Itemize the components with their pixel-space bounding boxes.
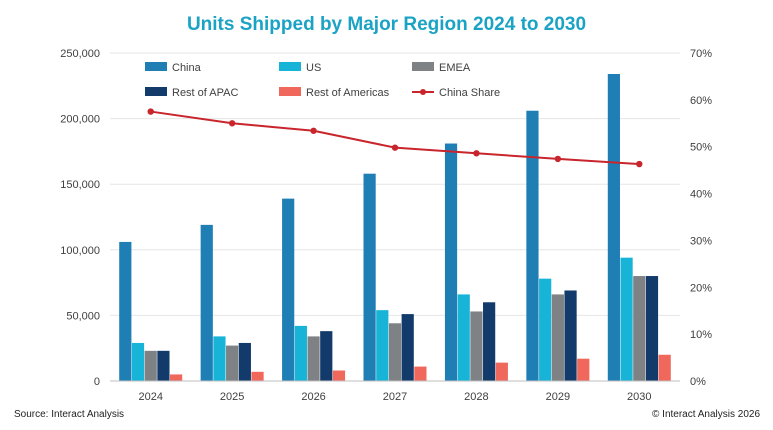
- copyright-note: © Interact Analysis 2026: [652, 409, 760, 420]
- bar-rest-of-apac: [238, 342, 251, 381]
- bar-rest-of-apac: [645, 276, 659, 381]
- bar-china: [607, 73, 620, 381]
- y-left-tick-label: 250,000: [60, 48, 100, 60]
- line-point: [391, 144, 399, 151]
- y-right-tick-label: 20%: [690, 282, 712, 294]
- china-share-line: [147, 108, 643, 168]
- legend-marker-rest-of-americas: [279, 87, 301, 96]
- legend-label-china: China: [172, 62, 202, 74]
- chart-title: Units Shipped by Major Region 2024 to 20…: [187, 14, 586, 35]
- bar-china: [444, 143, 458, 381]
- bar-rest-of-americas: [658, 354, 671, 381]
- line-point: [473, 150, 480, 157]
- bar-emea: [388, 323, 402, 381]
- bar-us: [457, 294, 470, 381]
- bar-us: [131, 342, 145, 381]
- line-point: [310, 127, 317, 134]
- bar-rest-of-americas: [414, 366, 427, 381]
- line-china-share: [150, 110, 640, 166]
- y-right-tick-label: 10%: [690, 329, 712, 341]
- x-tick-label: 2025: [220, 391, 244, 403]
- y-right-tick-label: 30%: [690, 235, 712, 247]
- legend-label-emea: EMEA: [439, 62, 471, 74]
- legend-label-us: US: [306, 62, 321, 74]
- y-left-tick-label: 50,000: [66, 310, 100, 322]
- x-tick-label: 2028: [464, 391, 488, 403]
- bar-emea: [470, 311, 483, 381]
- y-left-tick-label: 100,000: [60, 245, 100, 257]
- bar-rest-of-apac: [320, 331, 333, 381]
- legend-label-china-share: China Share: [439, 87, 500, 99]
- line-point: [636, 160, 643, 168]
- legend-marker-china: [145, 62, 167, 71]
- bar-us: [294, 325, 307, 381]
- bar-rest-of-apac: [483, 302, 496, 381]
- bars: [119, 73, 671, 381]
- bar-china: [282, 198, 295, 381]
- y-left-tick-label: 200,000: [60, 114, 100, 126]
- line-point: [228, 120, 236, 127]
- legend-label-rest-of-americas: Rest of Americas: [306, 87, 390, 99]
- bar-rest-of-apac: [157, 350, 170, 381]
- x-tick-label: 2024: [138, 391, 162, 403]
- x-tick-label: 2026: [301, 391, 325, 403]
- bar-rest-of-americas: [170, 374, 183, 381]
- axes: 0 50,000 100,000 150,000 200,000 250,000 0% 10%…: [60, 48, 712, 403]
- legend-label-rest-of-apac: Rest of APAC: [172, 87, 238, 99]
- bar-rest-of-apac: [564, 290, 577, 381]
- line-point: [554, 155, 562, 163]
- y-right-tick-label: 70%: [690, 48, 712, 60]
- legend-marker-point: [420, 89, 426, 95]
- source-note: Source: Interact Analysis: [14, 409, 124, 420]
- bar-china: [200, 224, 213, 381]
- bar-emea: [551, 294, 564, 381]
- bar-china: [363, 173, 376, 381]
- bar-rest-of-americas: [251, 371, 264, 381]
- bar-us: [213, 336, 226, 381]
- legend-marker-rest-of-apac: [145, 87, 167, 96]
- bar-rest-of-apac: [401, 314, 414, 381]
- bar-us: [539, 278, 552, 381]
- bar-china: [526, 110, 539, 381]
- x-tick-label: 2027: [383, 391, 407, 403]
- bar-rest-of-americas: [577, 358, 590, 381]
- bar-rest-of-americas: [495, 362, 508, 381]
- line-point: [147, 108, 154, 115]
- bar-emea: [633, 276, 646, 381]
- bar-us: [620, 257, 633, 381]
- y-right-tick-label: 0%: [690, 376, 706, 388]
- y-right-tick-label: 40%: [690, 189, 712, 201]
- legend-marker-us: [279, 62, 301, 71]
- bar-emea: [226, 345, 239, 381]
- legend-marker-emea: [412, 62, 434, 71]
- bar-emea: [144, 350, 157, 381]
- bar-china: [119, 241, 132, 381]
- bar-rest-of-americas: [332, 370, 346, 381]
- legend: China US EMEA Rest of APAC Rest of Americas C…: [145, 62, 500, 99]
- x-tick-label: 2029: [546, 391, 570, 403]
- y-right-tick-label: 50%: [690, 142, 712, 154]
- y-left-tick-label: 0: [94, 376, 100, 388]
- bar-emea: [307, 336, 320, 381]
- y-right-tick-label: 60%: [690, 95, 712, 107]
- x-tick-label: 2030: [627, 391, 651, 403]
- bar-us: [376, 310, 389, 381]
- y-left-tick-label: 150,000: [60, 179, 100, 191]
